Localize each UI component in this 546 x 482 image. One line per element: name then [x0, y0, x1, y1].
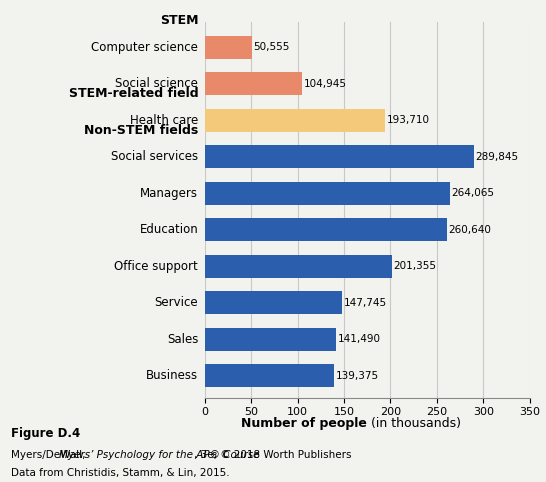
Text: Number of people: Number of people: [241, 417, 367, 430]
Text: STEM-related field: STEM-related field: [69, 87, 198, 100]
Bar: [205, 36, 252, 58]
Text: Non-STEM fields: Non-STEM fields: [84, 124, 198, 137]
Bar: [205, 218, 447, 241]
Text: 104,945: 104,945: [304, 79, 347, 89]
Text: 139,375: 139,375: [336, 371, 379, 381]
Text: , 3e, © 2018 Worth Publishers: , 3e, © 2018 Worth Publishers: [194, 450, 352, 460]
Bar: [205, 146, 474, 168]
Text: 260,640: 260,640: [448, 225, 491, 235]
Text: Figure D.4: Figure D.4: [11, 427, 80, 440]
Bar: [205, 364, 334, 387]
Bar: [205, 182, 450, 204]
Text: Myers/DeWall,: Myers/DeWall,: [11, 450, 88, 460]
Text: 193,710: 193,710: [387, 115, 429, 125]
Bar: [205, 292, 342, 314]
Text: Education: Education: [139, 223, 198, 236]
Bar: [205, 255, 391, 278]
Text: 201,355: 201,355: [394, 261, 436, 271]
Text: STEM: STEM: [159, 14, 198, 27]
Text: Sales: Sales: [167, 333, 198, 346]
Text: Data from Christidis, Stamm, & Lin, 2015.: Data from Christidis, Stamm, & Lin, 2015…: [11, 468, 229, 478]
Text: Myers’ Psychology for the AP® Course: Myers’ Psychology for the AP® Course: [59, 450, 259, 460]
Text: Managers: Managers: [140, 187, 198, 200]
Bar: [205, 109, 384, 132]
Text: Business: Business: [146, 369, 198, 382]
Text: 289,845: 289,845: [476, 152, 519, 162]
Text: Office support: Office support: [115, 260, 198, 273]
Text: 147,745: 147,745: [344, 298, 387, 308]
Text: Social services: Social services: [111, 150, 198, 163]
Text: 264,065: 264,065: [452, 188, 495, 198]
Bar: [205, 72, 302, 95]
Text: (in thousands): (in thousands): [367, 417, 461, 430]
Text: Social science: Social science: [115, 77, 198, 90]
Text: Health care: Health care: [130, 114, 198, 127]
Text: 141,490: 141,490: [338, 334, 381, 344]
Bar: [205, 328, 336, 350]
Text: 50,555: 50,555: [253, 42, 290, 52]
Text: Service: Service: [155, 296, 198, 309]
Text: Computer science: Computer science: [91, 41, 198, 54]
